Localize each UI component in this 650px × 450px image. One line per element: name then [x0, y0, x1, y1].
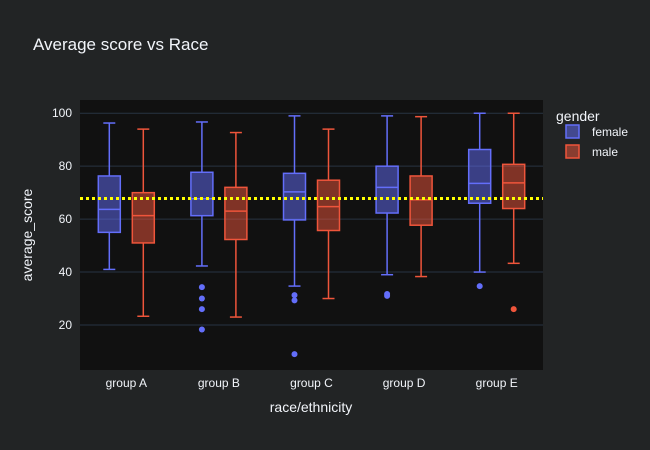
box-body — [131, 191, 156, 244]
box-body — [282, 172, 307, 221]
box-female — [190, 121, 214, 333]
box-body — [97, 175, 122, 234]
x-axis-title: race/ethnicity — [270, 399, 352, 415]
outlier-point — [291, 351, 298, 358]
legend-item-female[interactable]: female — [565, 124, 628, 139]
legend-label: female — [592, 125, 628, 139]
x-tick-labels: group A group B group C group D group E — [106, 376, 518, 390]
x-tick-label: group B — [198, 376, 240, 390]
y-tick-label: 100 — [52, 106, 72, 120]
y-tick-label: 60 — [59, 212, 73, 226]
y-axis-title: average_score — [19, 188, 35, 281]
outlier-point — [384, 292, 391, 299]
box-male — [409, 115, 433, 278]
y-tick-label: 40 — [59, 265, 73, 279]
box-male — [316, 128, 341, 300]
outlier-point — [291, 292, 298, 299]
gridlines — [80, 112, 543, 326]
outlier-point — [198, 284, 205, 291]
x-tick-label: group E — [476, 376, 518, 390]
outlier-point — [198, 326, 205, 333]
legend-title: gender — [556, 108, 600, 124]
outlier-point — [476, 283, 483, 290]
box-male — [131, 128, 156, 318]
legend-swatch — [565, 144, 580, 159]
x-tick-label: group D — [383, 376, 426, 390]
outlier-point — [510, 306, 517, 313]
box-female — [97, 122, 122, 271]
chart-title: Average score vs Race — [33, 35, 208, 54]
legend-label: male — [592, 145, 618, 159]
box-body — [467, 148, 492, 204]
box-female — [282, 115, 307, 358]
box-body — [375, 165, 399, 214]
y-tick-labels: 20 40 60 80 100 — [52, 106, 72, 332]
box-body — [190, 171, 214, 217]
legend[interactable]: gender female male — [556, 108, 628, 159]
x-tick-label: group A — [106, 376, 147, 390]
boxes — [97, 112, 526, 358]
y-tick-label: 80 — [59, 159, 73, 173]
y-tick-label: 20 — [59, 318, 73, 332]
box-male — [224, 131, 248, 318]
box-body — [409, 175, 433, 226]
box-female — [467, 112, 492, 290]
legend-swatch — [565, 124, 580, 139]
box-body — [501, 163, 526, 210]
legend-item-male[interactable]: male — [565, 144, 618, 159]
box-body — [316, 179, 341, 232]
x-tick-label: group C — [290, 376, 333, 390]
outlier-point — [198, 306, 205, 313]
outlier-point — [198, 295, 205, 302]
outlier-point — [291, 297, 298, 304]
box-body — [224, 186, 248, 241]
box-female — [375, 115, 399, 299]
